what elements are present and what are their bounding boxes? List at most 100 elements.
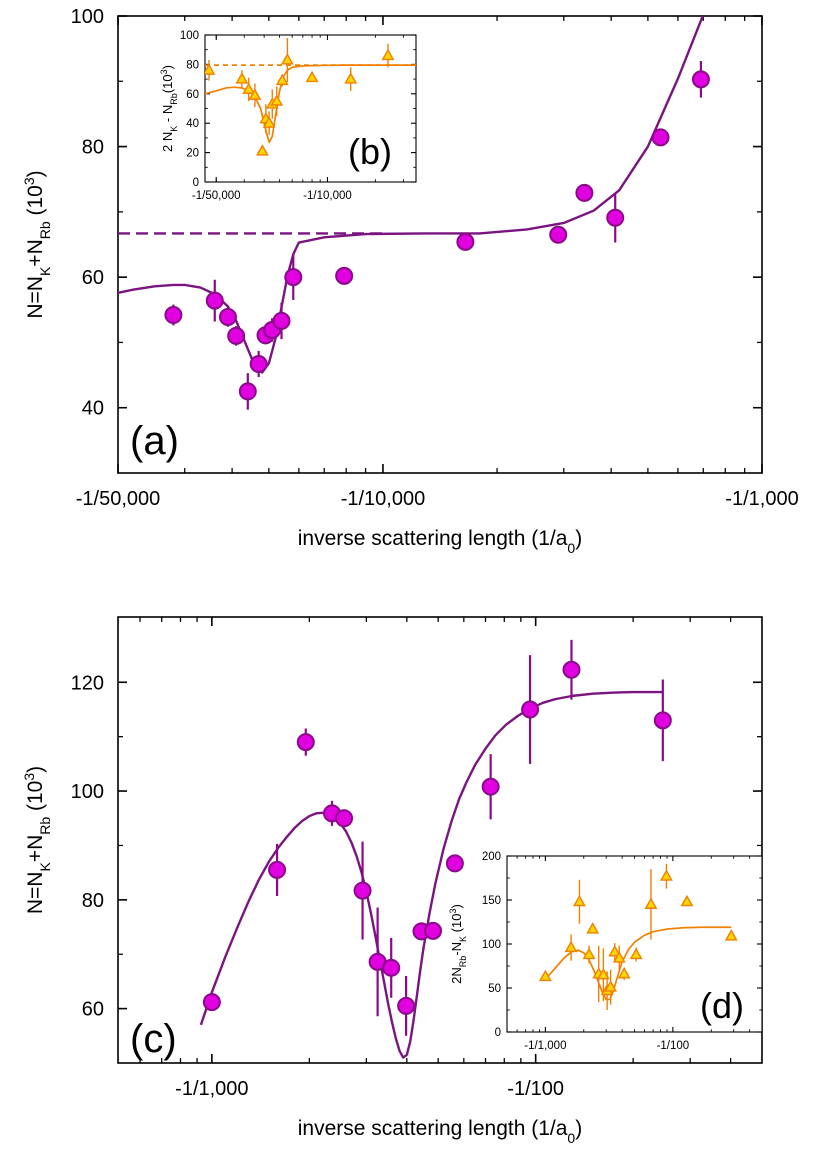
data-point bbox=[335, 266, 354, 285]
label-text: 2N bbox=[449, 967, 464, 984]
plot-data bbox=[205, 37, 416, 156]
data-point bbox=[305, 70, 319, 83]
fit-curve bbox=[205, 64, 416, 144]
y-tick-label: 150 bbox=[482, 895, 501, 907]
plot-data bbox=[538, 863, 738, 1010]
panel-label: (a) bbox=[130, 419, 179, 463]
y-tick-label: 60 bbox=[82, 267, 104, 289]
label-text: ) bbox=[24, 766, 47, 773]
label-text: (10 bbox=[24, 781, 47, 817]
data-point bbox=[397, 996, 416, 1015]
y-axis-label: N=NK+NRb (103) bbox=[21, 170, 53, 318]
data-point bbox=[202, 993, 221, 1012]
label-text: ) bbox=[449, 904, 464, 908]
y-tick-label: 100 bbox=[71, 6, 104, 28]
y-tick-label: 100 bbox=[180, 30, 199, 42]
data-point bbox=[608, 944, 622, 957]
x-tick-label: -1/100 bbox=[657, 1040, 690, 1052]
data-point bbox=[575, 183, 594, 202]
data-point bbox=[644, 897, 658, 909]
x-tick-label: -1/10,000 bbox=[303, 190, 352, 202]
data-point bbox=[227, 326, 246, 345]
plot-data bbox=[199, 639, 672, 1059]
y-tick-label: 50 bbox=[488, 983, 501, 995]
data-point bbox=[564, 940, 578, 953]
label-superscript: 3 bbox=[21, 177, 37, 185]
x-tick-label: -1/50,000 bbox=[192, 190, 241, 202]
y-tick-label: 40 bbox=[82, 398, 104, 420]
x-tick-label: -1/50,000 bbox=[76, 488, 161, 510]
x-tick-label: -1/1,000 bbox=[175, 1078, 248, 1100]
data-point bbox=[164, 306, 183, 325]
data-point bbox=[445, 854, 464, 873]
label-subscript: K bbox=[458, 936, 468, 942]
label-text: (10 bbox=[449, 914, 464, 936]
label-subscript: K bbox=[37, 862, 53, 872]
label-text: (10 bbox=[160, 74, 175, 93]
plot-frame bbox=[117, 616, 763, 1064]
data-point bbox=[562, 660, 581, 679]
data-point bbox=[521, 700, 540, 719]
label-text: ) bbox=[160, 65, 175, 69]
data-point bbox=[381, 48, 395, 61]
y-axis-label: 2NRb-NK (103) bbox=[448, 904, 468, 984]
x-axis-label: inverse scattering length (1/a0) bbox=[298, 1117, 582, 1146]
data-point bbox=[456, 232, 475, 251]
label-subscript: 0 bbox=[567, 1130, 575, 1146]
plot-frame bbox=[204, 34, 417, 183]
label-text: ) bbox=[24, 170, 47, 177]
data-point bbox=[242, 82, 256, 94]
x-tick-label: -1/100 bbox=[507, 1078, 564, 1100]
data-point bbox=[275, 73, 289, 86]
data-point bbox=[691, 70, 710, 89]
data-point bbox=[248, 88, 262, 100]
data-point bbox=[629, 947, 643, 960]
data-point bbox=[255, 144, 269, 156]
data-point bbox=[284, 268, 303, 287]
panels-layer: -1/50,000 -1/10,000 -1/1,000 40 60 80 100 (a) in… bbox=[21, 6, 799, 1146]
data-point bbox=[680, 894, 694, 907]
data-point bbox=[218, 307, 237, 326]
data-point bbox=[296, 733, 315, 752]
data-point bbox=[205, 291, 224, 310]
plot-data bbox=[118, 16, 710, 410]
data-point bbox=[238, 382, 257, 401]
panel-label: (b) bbox=[348, 131, 392, 172]
data-point bbox=[249, 354, 268, 373]
x-tick-label: -1/10,000 bbox=[341, 488, 426, 510]
data-point bbox=[724, 929, 738, 941]
data-point bbox=[481, 777, 500, 796]
y-tick-label: 0 bbox=[495, 1027, 501, 1039]
plot-frame bbox=[117, 15, 763, 474]
label-superscript: 3 bbox=[159, 69, 169, 74]
data-point bbox=[262, 116, 276, 128]
data-point bbox=[612, 951, 626, 963]
label-text: -N bbox=[449, 942, 464, 956]
label-text: +N bbox=[24, 835, 47, 862]
panel-label: (c) bbox=[130, 1017, 177, 1061]
data-point bbox=[606, 208, 625, 227]
label-subscript: Rb bbox=[458, 956, 468, 968]
label-subscript: K bbox=[37, 266, 53, 276]
y-tick-label: 40 bbox=[186, 118, 199, 130]
y-tick-label: 80 bbox=[82, 137, 104, 159]
label-text: ) bbox=[575, 1117, 582, 1140]
y-tick-label: 0 bbox=[193, 177, 199, 189]
data-point bbox=[382, 958, 401, 977]
label-text: - N bbox=[160, 105, 175, 126]
label-text: inverse scattering length (1/a bbox=[298, 1117, 568, 1140]
label-text: inverse scattering length (1/a bbox=[298, 527, 568, 550]
data-point bbox=[272, 311, 291, 330]
data-point bbox=[205, 63, 216, 75]
data-point bbox=[573, 894, 586, 907]
data-point bbox=[582, 947, 596, 960]
label-subscript: Rb bbox=[37, 817, 53, 835]
label-superscript: 3 bbox=[21, 773, 37, 781]
label-text: 2 N bbox=[160, 132, 175, 152]
y-tick-label: 80 bbox=[82, 890, 104, 912]
y-tick-label: 100 bbox=[482, 939, 501, 951]
label-text: (10 bbox=[24, 185, 47, 221]
y-axis-label: N=NK+NRb (103) bbox=[21, 766, 53, 914]
data-point bbox=[538, 969, 552, 982]
